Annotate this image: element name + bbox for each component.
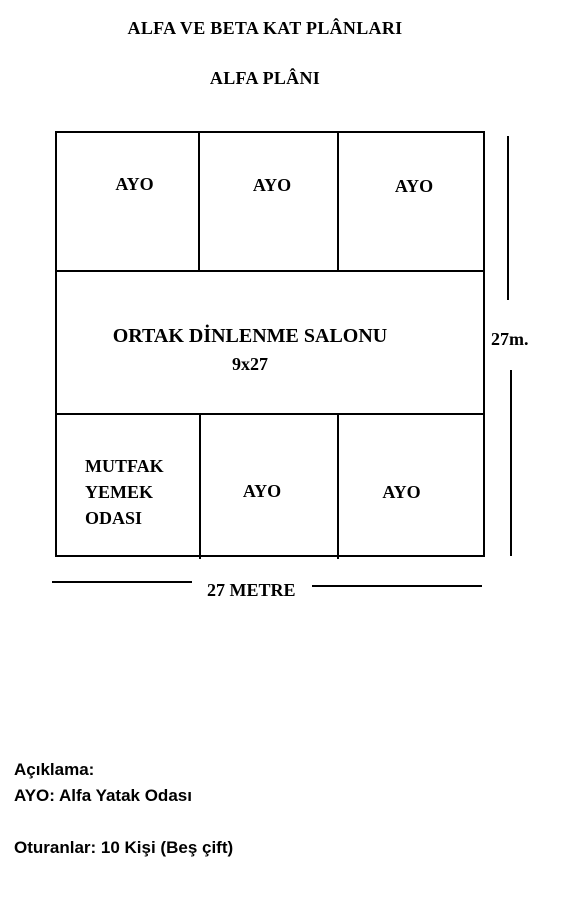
kitchen-line-2: YEMEK — [85, 482, 154, 502]
divider-bottom-1 — [199, 413, 201, 559]
legend-ayo-definition: AYO: Alfa Yatak Odası — [14, 786, 192, 805]
dimension-line-side-lower — [510, 370, 512, 556]
room-ayo-bottom-3: AYO — [382, 482, 421, 502]
plan-subtitle: ALFA PLÂNI — [209, 68, 321, 88]
room-ayo-top-3: AYO — [394, 176, 434, 196]
room-ayo-top-2: AYO — [252, 175, 292, 195]
divider-bottom-row — [57, 413, 483, 415]
dimension-line-bottom-left — [52, 581, 192, 583]
divider-bottom-2 — [337, 413, 339, 559]
floor-plan: AYO AYO AYO ORTAK DİNLENME SALONU 9x27 M… — [55, 131, 485, 559]
salon-dims: 9x27 — [232, 354, 268, 374]
divider-top-2 — [337, 133, 339, 272]
dimension-side-label: 27m. — [491, 329, 529, 349]
dimension-bottom-label: 27 METRE — [207, 580, 296, 600]
room-kitchen-dining: MUTFAK YEMEK ODASI — [85, 453, 164, 531]
divider-top-1 — [198, 133, 200, 272]
room-ayo-bottom-2: AYO — [242, 481, 282, 501]
kitchen-line-3: ODASI — [85, 508, 143, 528]
legend-occupants: Oturanlar: 10 Kişi (Beş çift) — [14, 838, 234, 857]
divider-top-row — [57, 270, 483, 272]
salon-label: ORTAK DİNLENME SALONU — [112, 325, 388, 347]
legend-heading: Açıklama: — [14, 760, 95, 779]
kitchen-line-1: MUTFAK — [85, 456, 164, 476]
page-title: ALFA VE BETA KAT PLÂNLARI — [127, 18, 403, 38]
dimension-line-side-upper — [507, 136, 509, 300]
dimension-line-bottom-right — [312, 585, 482, 587]
room-ayo-top-1: AYO — [115, 174, 154, 194]
